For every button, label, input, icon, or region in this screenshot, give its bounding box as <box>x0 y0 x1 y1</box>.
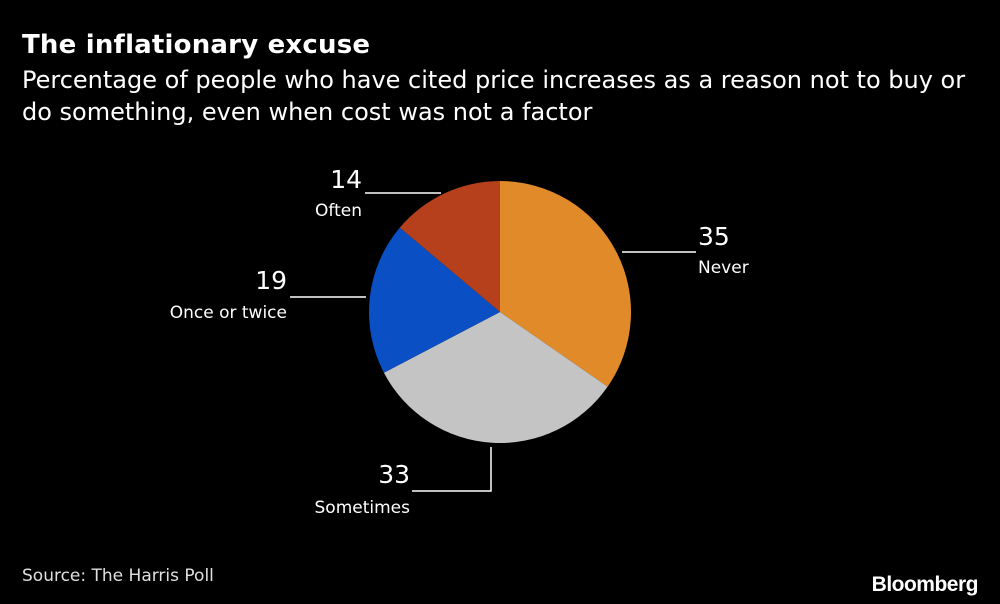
slice-label-once-or-twice: Once or twice <box>170 303 287 323</box>
slice-label-sometimes: Sometimes <box>315 498 411 518</box>
chart-subtitle: Percentage of people who have cited pric… <box>22 66 966 126</box>
slice-label-never: Never <box>698 258 749 278</box>
pie-slice-once-or-twice <box>368 227 500 373</box>
slice-value-often: 14 <box>330 165 362 194</box>
source-note: Source: The Harris Poll <box>22 566 214 586</box>
pie-slice-sometimes <box>383 312 608 443</box>
slice-value-never: 35 <box>698 222 730 251</box>
pie-slice-often <box>399 181 500 312</box>
slice-value-sometimes: 33 <box>378 460 410 489</box>
pie-slice-never <box>500 181 631 387</box>
slice-label-often: Often <box>315 201 362 221</box>
bloomberg-logo: Bloomberg <box>871 573 979 596</box>
chart-title: The inflationary excuse <box>22 30 371 60</box>
slice-value-once-or-twice: 19 <box>255 266 287 295</box>
leader-line-sometimes <box>412 447 492 492</box>
